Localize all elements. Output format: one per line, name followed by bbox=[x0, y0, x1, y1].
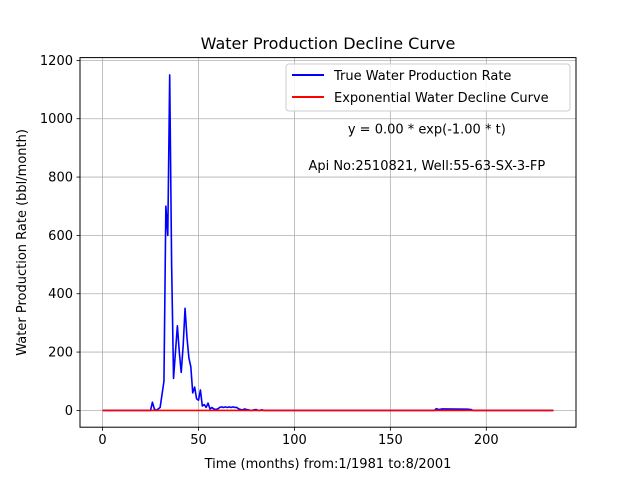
legend: True Water Production Rate Exponential W… bbox=[285, 63, 571, 112]
y-tick-label: 800 bbox=[48, 171, 73, 186]
grid bbox=[80, 57, 576, 428]
x-tick-label: 0 bbox=[98, 433, 106, 448]
y-tick-label: 1000 bbox=[40, 112, 73, 127]
x-tick-label: 50 bbox=[190, 433, 207, 448]
chart-title: Water Production Decline Curve bbox=[201, 34, 456, 53]
y-tick-label: 0 bbox=[65, 404, 73, 419]
series-layer bbox=[102, 74, 554, 412]
legend-box bbox=[285, 63, 571, 112]
annotation-well: Api No:2510821, Well:55-63-SX-3-FP bbox=[308, 159, 545, 174]
y-tick-label: 1200 bbox=[40, 54, 73, 69]
legend-label-exponential: Exponential Water Decline Curve bbox=[334, 91, 549, 106]
plot-frame bbox=[79, 57, 577, 428]
y-tick-label: 600 bbox=[48, 229, 73, 244]
x-tick-label: 150 bbox=[378, 433, 403, 448]
x-tick-label: 200 bbox=[474, 433, 499, 448]
y-axis-label: Water Production Rate (bbl/month) bbox=[15, 129, 30, 356]
ticks: 0 50 100 150 200 0 200 400 600 800 1000 1200 bbox=[40, 54, 499, 448]
x-axis-label: Time (months) from:1/1981 to:8/2001 bbox=[204, 457, 452, 472]
y-tick-label: 200 bbox=[48, 346, 73, 361]
x-tick-label: 100 bbox=[282, 433, 307, 448]
legend-label-true: True Water Production Rate bbox=[333, 69, 511, 84]
y-tick-label: 400 bbox=[48, 287, 73, 302]
annotation-equation: y = 0.00 * exp(-1.00 * t) bbox=[348, 122, 506, 137]
